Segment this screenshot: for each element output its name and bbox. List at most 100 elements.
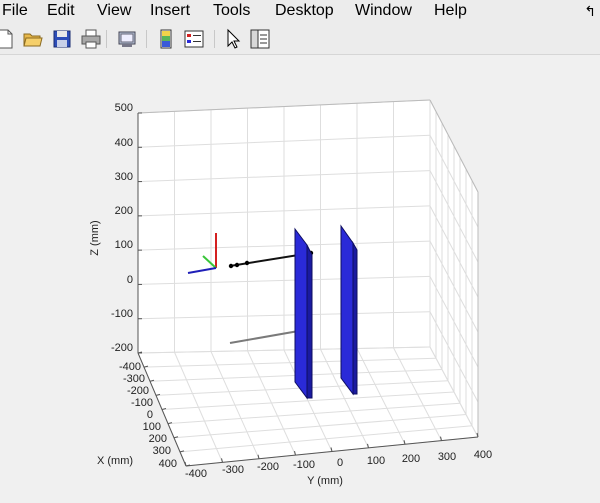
menu-desktop[interactable]: Desktop: [275, 2, 334, 19]
grid-line: [137, 134, 431, 148]
y-tick: 0: [337, 457, 343, 469]
y-tick: 200: [402, 453, 420, 465]
grid-line: [356, 348, 406, 445]
grid-line: [429, 135, 479, 228]
x-tick: -300: [123, 373, 145, 385]
blue-plate-2: [340, 224, 354, 396]
y-tick: 100: [367, 455, 385, 467]
frame-y-axis: [202, 255, 217, 269]
grid-line: [185, 464, 191, 467]
grid-line: [257, 454, 260, 459]
grid-line: [143, 365, 149, 368]
grid-line: [294, 451, 296, 456]
toolbar-separator: [146, 30, 147, 48]
grid-line: [179, 450, 185, 453]
menu-edit[interactable]: Edit: [47, 2, 75, 19]
grid-line: [429, 205, 479, 298]
x-tick: 400: [159, 458, 177, 470]
grid-line: [247, 350, 296, 456]
blue-plate-1: [294, 227, 308, 400]
ray-marker: [228, 263, 234, 269]
toolbar-separator: [214, 30, 215, 48]
grid-line: [429, 311, 479, 403]
grid-line: [137, 275, 431, 285]
grid-line: [137, 205, 431, 217]
z-tick: 200: [115, 205, 133, 217]
z-tick: 300: [115, 171, 133, 183]
property-editor-icon[interactable]: [249, 28, 271, 50]
y-tick: 300: [438, 451, 456, 463]
z-tick: 100: [115, 239, 133, 251]
grid-line: [174, 352, 223, 463]
grid-line: [137, 240, 431, 251]
axes-pane: [138, 347, 478, 466]
pointer-icon[interactable]: [223, 28, 245, 50]
y-tick-labels: -400 -300 -200 -100 0 100 200 300 400: [185, 449, 492, 480]
print-preview-icon[interactable]: [116, 28, 138, 50]
grid-line: [137, 311, 431, 320]
grid-line: [429, 240, 479, 333]
insert-legend-icon[interactable]: [183, 28, 205, 50]
menu-help[interactable]: Help: [434, 2, 467, 19]
x-tick: -200: [127, 385, 149, 397]
frame-x-axis: [187, 267, 217, 274]
save-icon[interactable]: [51, 28, 73, 50]
y-tick: -200: [257, 461, 279, 473]
grid-line: [184, 461, 187, 467]
new-file-icon[interactable]: [0, 28, 16, 50]
z-tick: -100: [111, 308, 133, 320]
y-tick: -100: [293, 459, 315, 471]
x-tick: 100: [143, 421, 161, 433]
z-axis-label: Z (mm): [89, 220, 101, 255]
y-tick: -400: [185, 468, 207, 480]
link-plot-icon[interactable]: [155, 28, 177, 50]
z-tick: 0: [127, 274, 133, 286]
figure-canvas: 500 400 300 200 100 0 -100 -200 Z (mm) -…: [0, 55, 600, 498]
x-tick: 200: [149, 433, 167, 445]
3d-axes[interactable]: 500 400 300 200 100 0 -100 -200 Z (mm) -…: [0, 55, 600, 498]
menu-tools[interactable]: Tools: [213, 2, 251, 19]
figure-toolbar: [0, 24, 600, 55]
grid-line: [161, 408, 167, 410]
grid-line: [429, 276, 479, 368]
blue-plate-2-edge: [352, 241, 358, 395]
grid-line: [137, 170, 431, 183]
toolbar-separator: [106, 30, 107, 48]
grid-line: [173, 436, 179, 439]
z-tick: 500: [115, 102, 133, 114]
grid-line: [440, 436, 442, 441]
x-tick: 300: [153, 445, 171, 457]
grid-line: [367, 443, 369, 448]
menu-window[interactable]: Window: [355, 2, 412, 19]
y-tick: -300: [222, 464, 244, 476]
menu-view[interactable]: View: [97, 2, 132, 19]
grid-line: [221, 458, 223, 463]
grid-line: [137, 99, 431, 114]
menu-bar: File Edit View Insert Tools Desktop Wind…: [0, 0, 600, 24]
grid-line: [283, 349, 333, 452]
blue-plate-1-edge: [306, 244, 313, 399]
x-tick-labels: -400 -300 -200 -100 0 100 200 300 400: [119, 361, 177, 470]
ray-marker: [244, 260, 250, 266]
z-tick-labels: 500 400 300 200 100 0 -100 -200: [111, 102, 133, 354]
grid-line: [429, 99, 479, 193]
menu-insert[interactable]: Insert: [150, 2, 191, 19]
ray-marker: [234, 262, 240, 268]
menu-overflow-icon[interactable]: ↰: [584, 3, 596, 19]
y-axis-label: Y (mm): [307, 475, 343, 487]
x-tick: -400: [119, 361, 141, 373]
grid-line: [393, 347, 442, 441]
grid-line: [137, 351, 143, 354]
grid-line: [210, 351, 260, 459]
grid-line: [429, 170, 479, 263]
menu-file[interactable]: File: [2, 2, 28, 19]
print-icon[interactable]: [80, 28, 102, 50]
y-tick: 400: [474, 449, 492, 461]
grid-line: [155, 393, 161, 396]
grid-line: [429, 346, 479, 438]
grid-line: [476, 432, 479, 438]
z-tick: -200: [111, 342, 133, 354]
grid-line: [403, 440, 406, 445]
open-folder-icon[interactable]: [22, 28, 44, 50]
grid-line: [167, 422, 173, 425]
